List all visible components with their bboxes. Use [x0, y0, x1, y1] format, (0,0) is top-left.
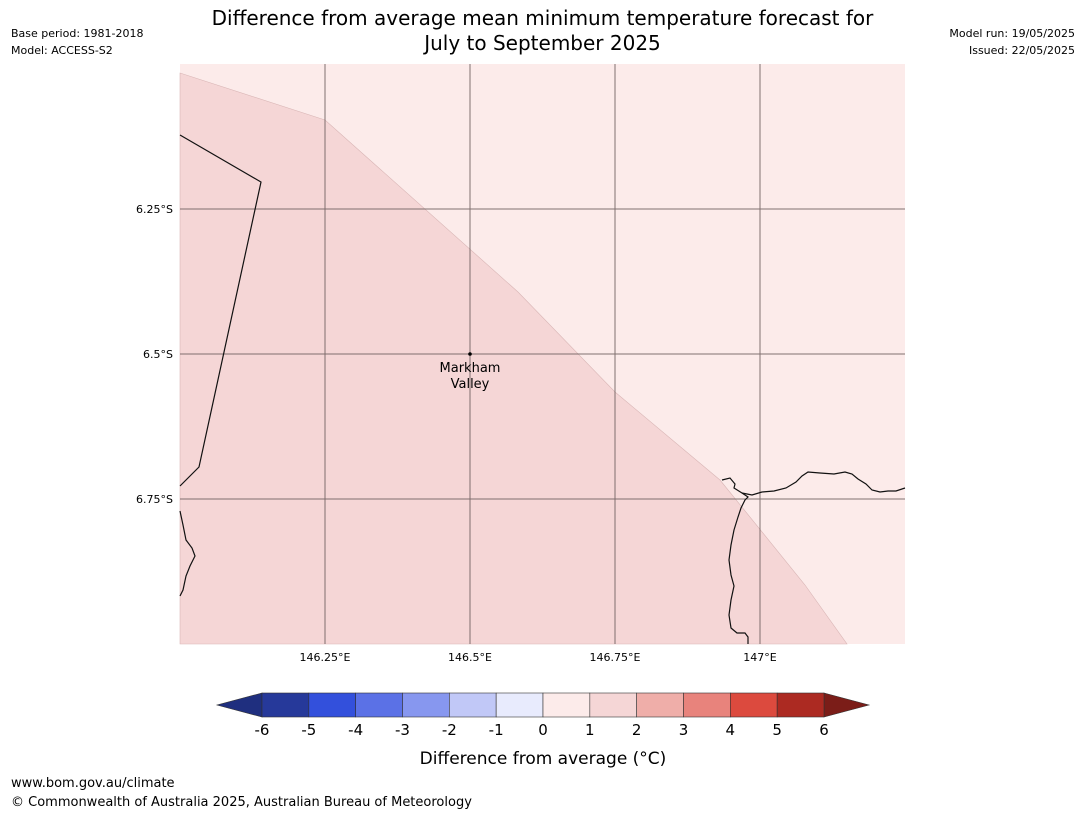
band-1-to-2 — [179, 72, 848, 645]
lat-tick-label: 6.25°S — [136, 203, 173, 216]
colorbar: -6 -5 -4 -3 -2 -1 0 1 2 3 4 5 6 — [215, 692, 871, 739]
colorbar-tick-label: 1 — [585, 721, 595, 739]
colorbar-cell — [730, 692, 778, 718]
base-period: Base period: 1981-2018 — [11, 27, 144, 40]
colorbar-cell — [589, 692, 637, 718]
colorbar-cell — [636, 692, 684, 718]
colorbar-tick-label: 4 — [726, 721, 736, 739]
coastline-east — [721, 477, 749, 644]
graticule — [180, 64, 905, 644]
colorbar-cell — [495, 692, 544, 718]
footer-copyright: © Commonwealth of Australia 2025, Austra… — [11, 795, 472, 810]
lat-tick-label: 6.5°S — [143, 348, 173, 361]
colorbar-cell — [308, 692, 356, 718]
colorbar-tick-label: -3 — [395, 721, 410, 739]
page-title: Difference from average mean minimum tem… — [150, 6, 935, 56]
lat-tick-label: 6.75°S — [136, 493, 173, 506]
lon-tick-label: 146.5°E — [448, 651, 492, 664]
colorbar-tick-label: 2 — [632, 721, 642, 739]
lon-tick-label: 146.75°E — [590, 651, 641, 664]
model-name: Model: ACCESS-S2 — [11, 44, 113, 57]
colorbar-tick-label: 0 — [538, 721, 548, 739]
colorbar-tick-label: 6 — [819, 721, 829, 739]
title-line-2: July to September 2025 — [424, 31, 661, 55]
colorbar-tick-label: -1 — [489, 721, 504, 739]
colorbar-tick-label: -6 — [255, 721, 270, 739]
coastlines — [179, 134, 906, 644]
coastline-west — [179, 510, 196, 597]
title-line-1: Difference from average mean minimum tem… — [211, 6, 874, 30]
colorbar-tick-label: -5 — [301, 721, 316, 739]
colorbar-tick-label: 3 — [679, 721, 689, 739]
lon-tick-label: 146.25°E — [300, 651, 351, 664]
place-label-line-2: Valley — [451, 377, 490, 392]
footer-url[interactable]: www.bom.gov.au/climate — [11, 776, 175, 791]
footer: www.bom.gov.au/climate © Commonwealth of… — [11, 774, 472, 812]
colorbar-tick-label: -2 — [442, 721, 457, 739]
colorbar-cell — [542, 692, 591, 718]
province-border — [179, 134, 262, 487]
meta-right: Model run: 19/05/2025 Issued: 22/05/2025 — [949, 25, 1075, 59]
colorbar-tick-label: -4 — [348, 721, 363, 739]
issued-date: Issued: 22/05/2025 — [968, 44, 1075, 57]
colorbar-cell — [355, 692, 403, 718]
colorbar-high-extend — [823, 692, 871, 718]
meta-left: Base period: 1981-2018 Model: ACCESS-S2 — [11, 25, 143, 59]
colorbar-cell — [261, 692, 310, 718]
colorbar-tick-label: 5 — [772, 721, 782, 739]
coastline-north — [741, 471, 906, 496]
colorbar-low-extend — [215, 692, 263, 718]
colorbar-label: Difference from average (°C) — [420, 749, 667, 769]
place-label-line-1: Markham — [440, 361, 501, 376]
colorbar-cell — [776, 692, 825, 718]
colorbar-cell — [683, 692, 731, 718]
colorbar-cell — [402, 692, 450, 718]
location-marker-icon — [468, 352, 472, 356]
lon-tick-label: 147°E — [743, 651, 776, 664]
colorbar-cell — [449, 692, 497, 718]
model-run: Model run: 19/05/2025 — [949, 27, 1075, 40]
